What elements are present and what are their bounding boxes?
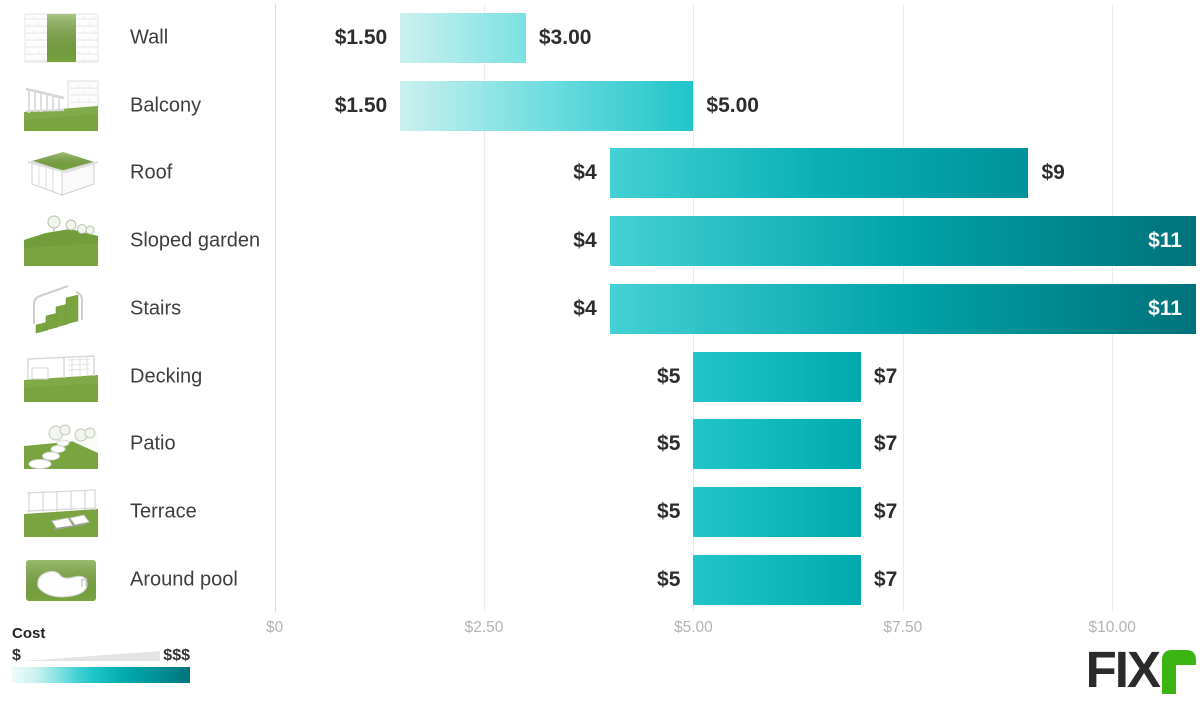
max-cost-label: $7 [874,365,897,389]
cost-range-bar [693,419,861,469]
legend-title: Cost [12,625,190,642]
category-label: Roof [130,162,172,185]
x-axis-tick-label: $2.50 [465,619,504,637]
cost-range-chart: $0 $2.50 $5.00 $7.50 $10.00 Wall $1.50 $3.00 Ba… [0,0,1200,701]
category-label: Balcony [130,94,201,117]
fixr-logo[interactable]: FIX [1086,646,1196,694]
min-cost-label: $4 [573,161,596,185]
x-axis-tick-label: $7.50 [883,619,922,637]
max-cost-label: $5.00 [706,94,759,118]
balcony-icon [24,80,99,132]
min-cost-label: $1.50 [335,26,388,50]
x-axis-tick-label: $0 [266,619,283,637]
cost-wedge-icon [24,650,160,662]
legend: Cost $ $$$ [12,625,190,683]
max-cost-label: $7 [874,500,897,524]
max-cost-label: $7 [874,432,897,456]
category-label: Wall [130,27,168,50]
max-cost-label: $7 [874,568,897,592]
decking-icon [24,351,99,403]
gridline [275,4,276,612]
cost-range-bar [610,284,1196,334]
cost-range-bar [400,81,693,131]
legend-gradient-bar [12,667,190,683]
x-axis-tick-label: $5.00 [674,619,713,637]
category-label: Decking [130,365,202,388]
min-cost-label: $1.50 [335,94,388,118]
fixr-logo-text: FIX [1086,646,1159,694]
around-pool-icon [24,554,99,606]
terrace-icon [24,486,99,538]
min-cost-label: $5 [657,365,680,389]
min-cost-label: $5 [657,568,680,592]
max-cost-label: $11 [1148,297,1182,321]
min-cost-label: $5 [657,432,680,456]
wall-icon [24,12,99,64]
legend-max-symbol: $$$ [163,648,190,664]
cost-range-bar [610,216,1196,266]
cost-range-bar [693,352,861,402]
patio-icon [24,418,99,470]
min-cost-label: $4 [573,297,596,321]
max-cost-label: $9 [1041,161,1064,185]
cost-range-bar [610,148,1029,198]
cost-range-bar [400,13,526,63]
min-cost-label: $4 [573,229,596,253]
category-label: Sloped garden [130,230,260,253]
min-cost-label: $5 [657,500,680,524]
stairs-icon [24,283,99,335]
fixr-logo-r-icon [1162,650,1196,694]
category-label: Patio [130,433,176,456]
cost-range-bar [693,487,861,537]
category-label: Around pool [130,568,238,591]
max-cost-label: $3.00 [539,26,592,50]
x-axis-tick-label: $10.00 [1088,619,1135,637]
category-label: Stairs [130,297,181,320]
legend-scale-row: $ $$$ [12,646,190,664]
category-label: Terrace [130,500,197,523]
legend-min-symbol: $ [12,648,21,664]
roof-icon [24,147,99,199]
cost-range-bar [693,555,861,605]
max-cost-label: $11 [1148,229,1182,253]
sloped-garden-icon [24,215,99,267]
